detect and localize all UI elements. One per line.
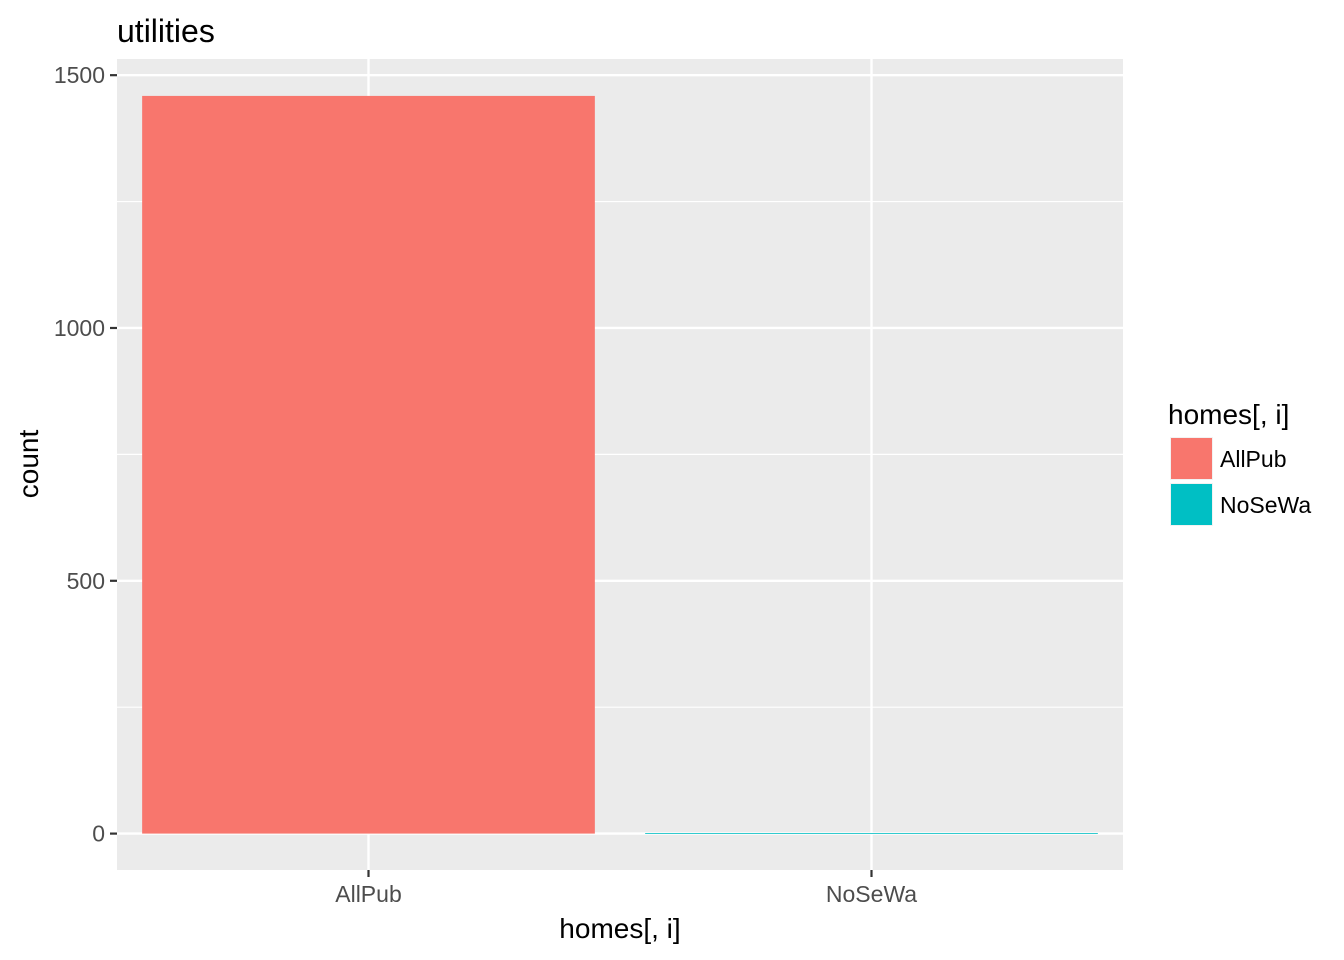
y-axis-title: count [13,430,44,499]
x-tick-label: NoSeWa [826,881,917,907]
bar-nosewa [645,833,1098,834]
y-tick-label: 1000 [54,315,105,341]
x-axis: AllPub NoSeWa [335,870,917,907]
legend-swatch [1171,484,1212,525]
y-tick-label: 1500 [54,62,105,88]
bars [142,95,1098,834]
chart-title: utilities [117,13,215,49]
legend-swatch [1171,438,1212,479]
x-axis-title: homes[, i] [559,913,680,944]
y-axis: 0 500 1000 1500 [54,62,117,847]
legend-title: homes[, i] [1168,399,1289,430]
legend-label: AllPub [1220,446,1286,472]
y-tick-label: 500 [67,568,105,594]
y-tick-label: 0 [92,821,105,847]
bar-allpub [142,95,595,834]
legend: homes[, i] AllPub NoSeWa [1168,399,1311,526]
legend-label: NoSeWa [1220,492,1311,518]
x-tick-label: AllPub [335,881,401,907]
